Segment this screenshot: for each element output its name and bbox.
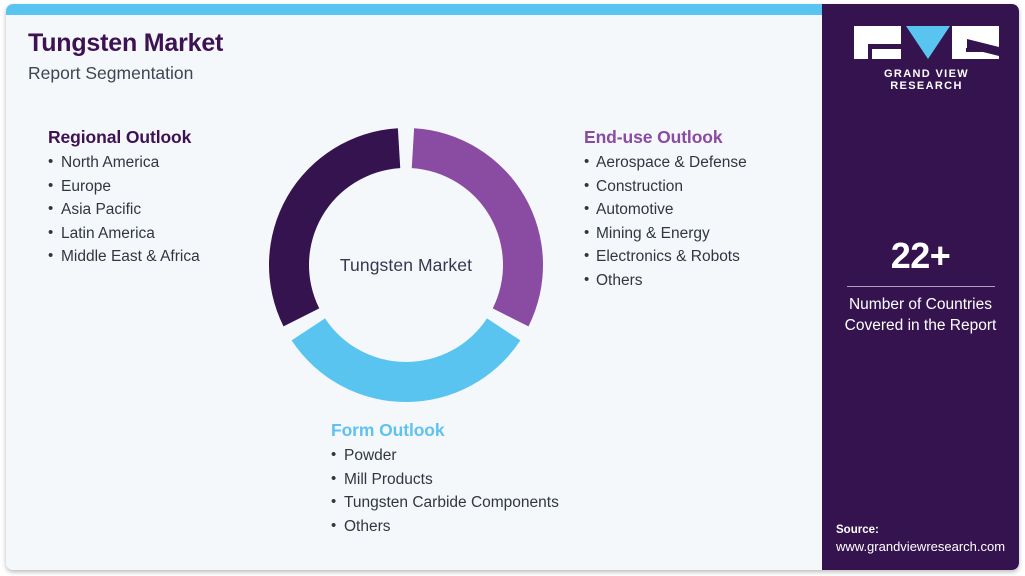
list-item: Asia Pacific: [48, 197, 200, 222]
page-subtitle: Report Segmentation: [28, 63, 194, 83]
regional-outlook-heading: Regional Outlook: [48, 127, 192, 147]
list-item: Powder: [331, 443, 559, 468]
donut-segment-group: [269, 128, 543, 402]
list-item: Mining & Energy: [584, 221, 747, 246]
logo-g-notch: [868, 44, 901, 49]
form-outlook-list: Powder Mill Products Tungsten Carbide Co…: [331, 443, 559, 539]
donut-segment-regional-outlook: [269, 128, 401, 327]
grand-view-research-logo: GRAND VIEW RESEARCH: [854, 26, 1001, 92]
list-item: Others: [331, 514, 559, 539]
list-item: North America: [48, 150, 200, 175]
main-content-area: Tungsten Market Report Segmentation Regi…: [6, 15, 822, 570]
enduse-outlook-block: End-use Outlook Aerospace & Defense Cons…: [584, 127, 747, 293]
donut-svg: [269, 128, 543, 402]
stat-block: 22+ Number of Countries Covered in the R…: [822, 236, 1019, 336]
list-item: Mill Products: [331, 467, 559, 492]
logo-g-stem: [868, 44, 872, 59]
list-item: Construction: [584, 174, 747, 199]
donut-segment-form-outlook: [291, 318, 521, 402]
logo-v-triangle-icon: [906, 26, 950, 59]
page-title: Tungsten Market: [28, 29, 224, 57]
source-url[interactable]: www.grandviewresearch.com: [836, 539, 1006, 554]
enduse-outlook-list: Aerospace & Defense Construction Automot…: [584, 150, 747, 293]
list-item: Electronics & Robots: [584, 244, 747, 269]
stat-label: Number of Countries Covered in the Repor…: [822, 294, 1019, 336]
stat-label-line1: Number of Countries: [848, 296, 992, 313]
list-item: Tungsten Carbide Components: [331, 490, 559, 515]
list-item: Aerospace & Defense: [584, 150, 747, 175]
donut-segment-end-use-outlook: [411, 128, 543, 327]
segmentation-donut-chart: Tungsten Market: [265, 124, 547, 406]
form-outlook-block: Form Outlook Powder Mill Products Tungst…: [331, 420, 559, 538]
form-outlook-heading: Form Outlook: [331, 420, 445, 440]
stat-value: 22+: [890, 235, 951, 276]
list-item: Middle East & Africa: [48, 244, 200, 269]
logo-r-bar: [966, 48, 999, 52]
list-item: Europe: [48, 174, 200, 199]
side-panel: GRAND VIEW RESEARCH 22+ Number of Countr…: [822, 4, 1019, 570]
logo-r-icon: [952, 26, 1001, 59]
logo-wordmark: GRAND VIEW RESEARCH: [884, 68, 969, 92]
top-accent-bar: [6, 4, 822, 15]
regional-outlook-block: Regional Outlook North America Europe As…: [48, 127, 200, 269]
list-item: Automotive: [584, 197, 747, 222]
logo-g-icon: [854, 26, 901, 59]
enduse-outlook-heading: End-use Outlook: [584, 127, 723, 147]
regional-outlook-list: North America Europe Asia Pacific Latin …: [48, 150, 200, 269]
list-item: Others: [584, 268, 747, 293]
infographic-card: Tungsten Market Report Segmentation Regi…: [6, 4, 1019, 570]
donut-center-label: Tungsten Market: [339, 255, 473, 275]
stat-divider: [846, 286, 995, 287]
stat-label-line2: Covered in the Report: [844, 317, 997, 334]
list-item: Latin America: [48, 221, 200, 246]
source-block: Source: www.grandviewresearch.com: [836, 522, 1019, 556]
logo-marks: [854, 26, 1001, 59]
source-title: Source:: [836, 524, 879, 536]
